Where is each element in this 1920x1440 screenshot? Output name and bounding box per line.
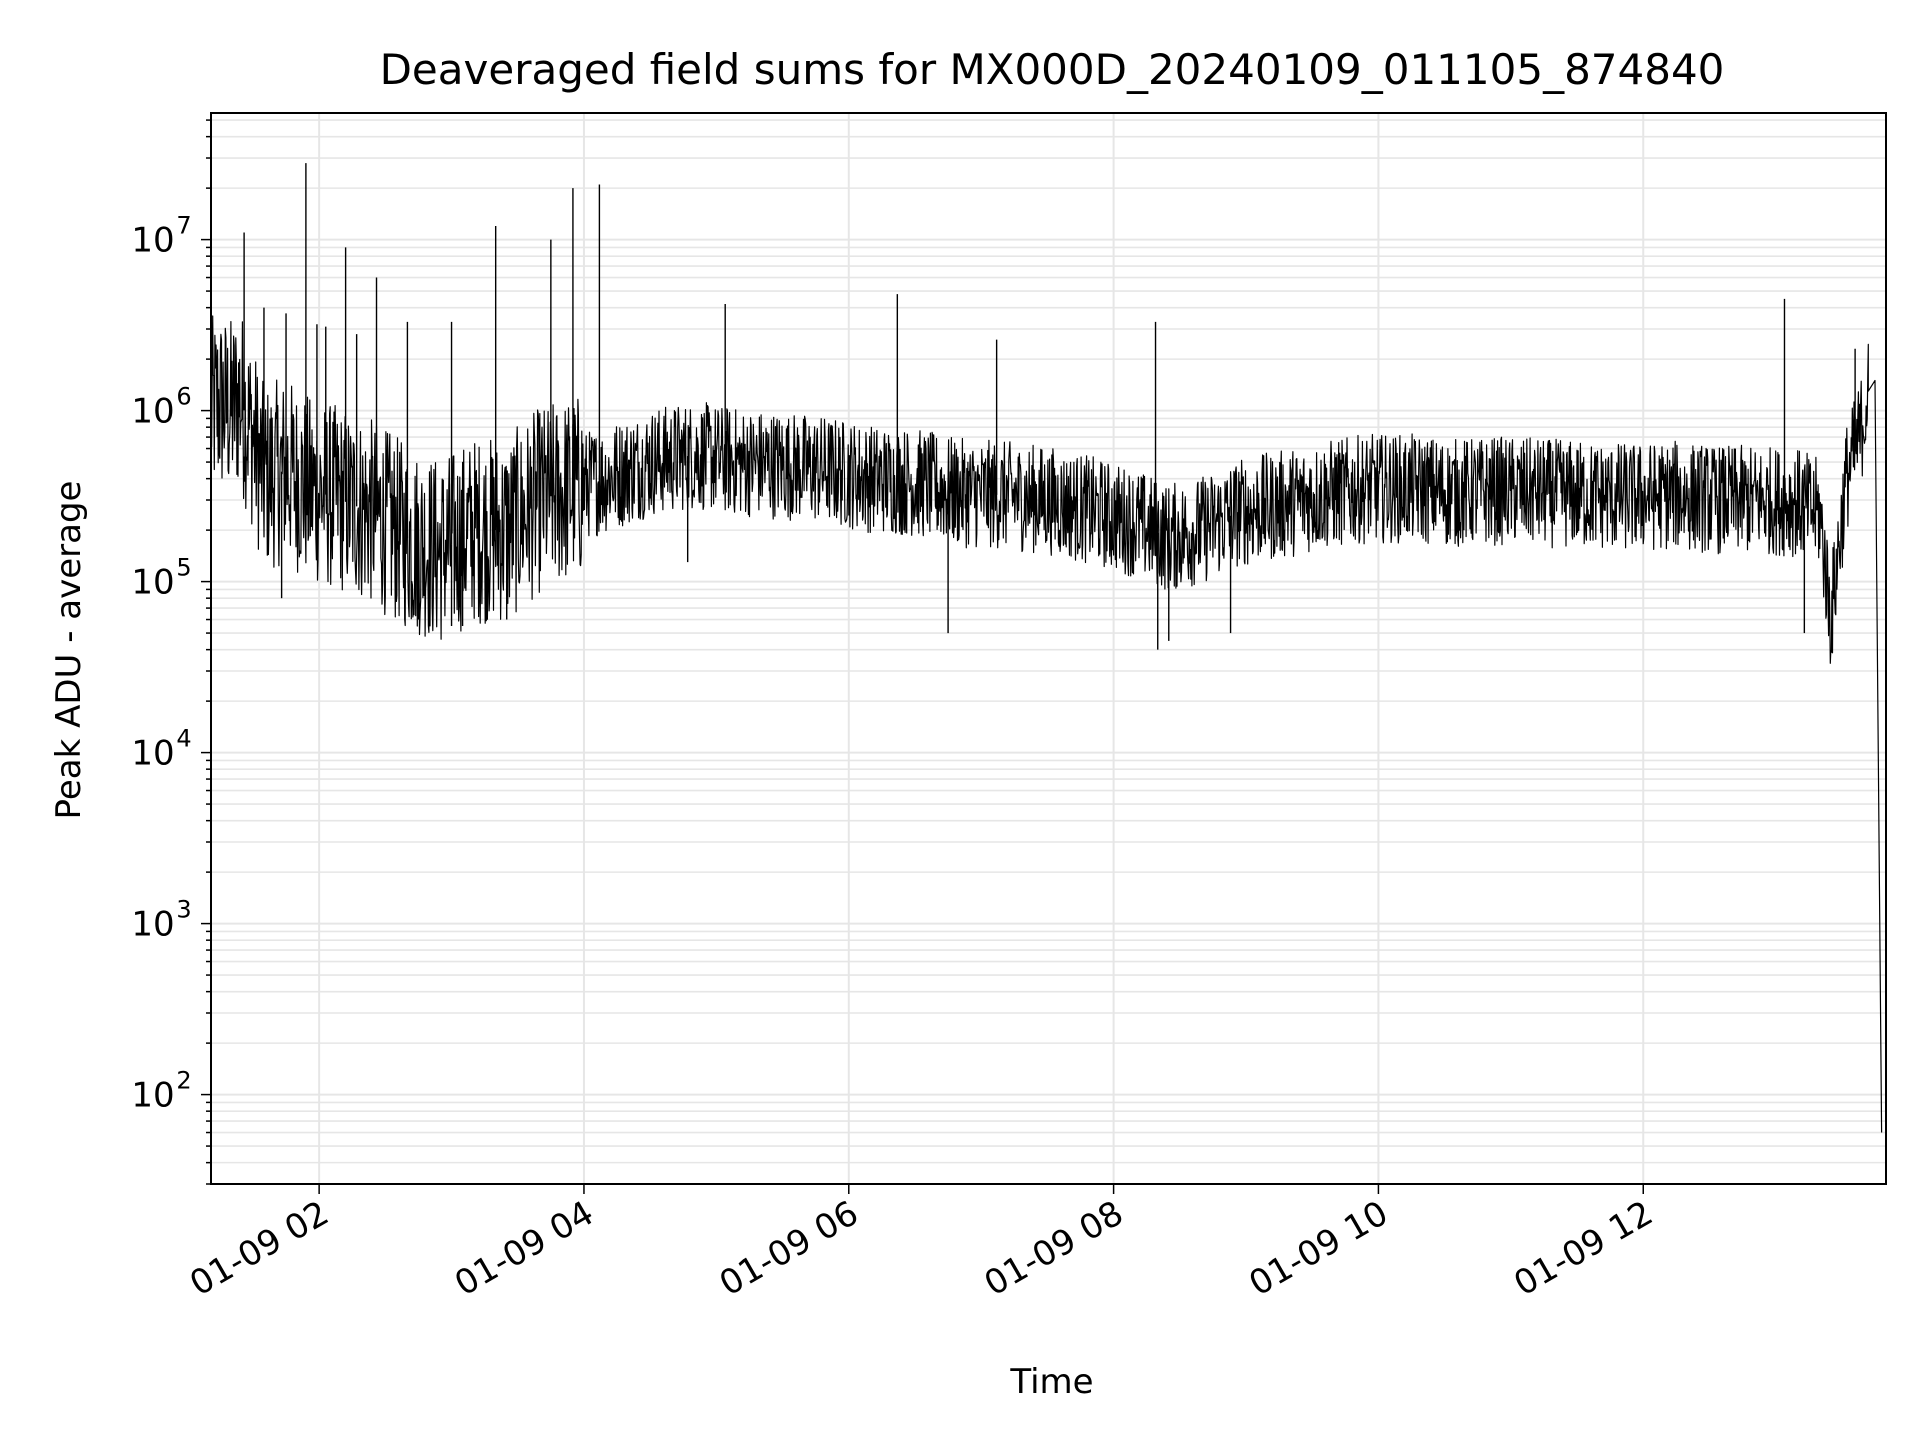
y-axis-title: Peak ADU - average xyxy=(49,481,89,820)
series-line xyxy=(210,315,1883,1133)
y-tick-label: 10 xyxy=(131,563,174,603)
plot-frame xyxy=(210,112,1887,1185)
chart-title: Deaveraged field sums for MX000D_2024010… xyxy=(380,45,1725,94)
y-tick-label-exponent: 2 xyxy=(176,1067,191,1095)
y-tick-label-exponent: 7 xyxy=(176,212,191,240)
y-tick-label: 10 xyxy=(131,1076,174,1116)
y-tick-label: 10 xyxy=(131,392,174,432)
y-tick-label: 10 xyxy=(131,734,174,774)
x-axis-title: Time xyxy=(1009,1362,1093,1402)
series-layer xyxy=(210,163,1883,1133)
y-tick-label-exponent: 4 xyxy=(176,725,191,753)
y-tick-label-exponent: 6 xyxy=(176,383,191,411)
y-tick-label: 10 xyxy=(131,221,174,261)
y-tick-label-exponent: 3 xyxy=(176,896,191,924)
y-tick-label: 10 xyxy=(131,905,174,945)
y-tick-label-exponent: 5 xyxy=(176,554,191,582)
